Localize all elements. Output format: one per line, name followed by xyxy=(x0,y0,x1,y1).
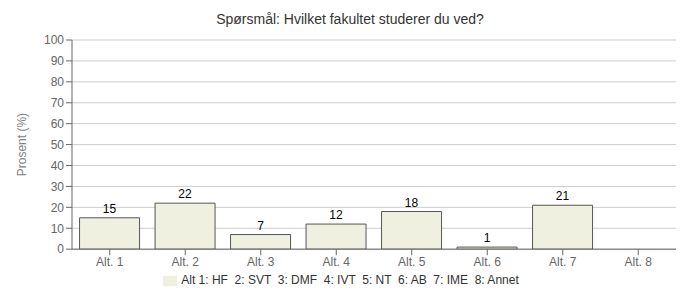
svg-text:70: 70 xyxy=(51,96,65,110)
svg-text:Alt. 6: Alt. 6 xyxy=(474,255,502,269)
svg-text:Alt. 1: Alt. 1 xyxy=(96,255,124,269)
svg-text:Alt. 8: Alt. 8 xyxy=(625,255,653,269)
svg-text:40: 40 xyxy=(51,159,65,173)
html-text:Alt 1: HF 2: SVT 3: DMF 4: IVT: Alt 1: HF 2: SVT 3: DMF 4: IVT 5: NT 6: … xyxy=(181,273,519,288)
svg-text:22: 22 xyxy=(178,187,192,201)
svg-text:60: 60 xyxy=(51,117,65,131)
svg-text:90: 90 xyxy=(51,54,65,68)
html-text:Spørsmål: Hvilket fakultet stu: Spørsmål: Hvilket fakultet studerer du v… xyxy=(216,11,484,27)
svg-text:21: 21 xyxy=(556,189,570,203)
svg-text:30: 30 xyxy=(51,180,65,194)
svg-text:Prosent (%): Prosent (%) xyxy=(15,113,29,176)
svg-text:100: 100 xyxy=(44,33,64,47)
svg-text:0: 0 xyxy=(57,242,64,256)
svg-text:Alt. 5: Alt. 5 xyxy=(398,255,426,269)
svg-text:1: 1 xyxy=(484,231,491,245)
svg-text:Alt. 2: Alt. 2 xyxy=(172,255,200,269)
svg-text:7: 7 xyxy=(257,219,264,233)
svg-text:50: 50 xyxy=(51,138,65,152)
svg-text:Alt. 3: Alt. 3 xyxy=(247,255,275,269)
svg-text:80: 80 xyxy=(51,75,65,89)
svg-text:10: 10 xyxy=(51,222,65,236)
svg-text:Alt. 4: Alt. 4 xyxy=(323,255,351,269)
svg-text:12: 12 xyxy=(329,208,343,222)
svg-text:20: 20 xyxy=(51,201,65,215)
svg-text:Alt. 7: Alt. 7 xyxy=(549,255,577,269)
svg-text:15: 15 xyxy=(103,202,117,216)
svg-text:18: 18 xyxy=(405,196,419,210)
